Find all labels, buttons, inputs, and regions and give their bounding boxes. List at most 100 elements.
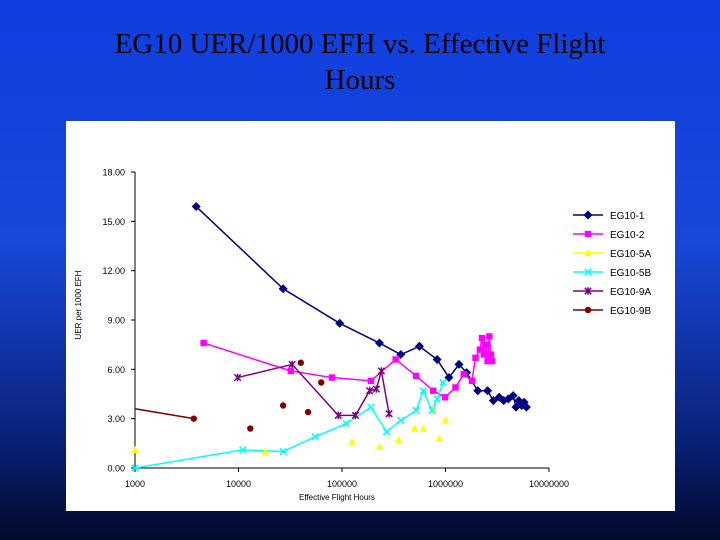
data-point-eg10-2	[367, 377, 375, 385]
data-point-eg10-5b	[439, 378, 447, 387]
data-point-eg10-9b	[304, 408, 312, 416]
x-tick-label: 10000000	[529, 479, 569, 489]
legend-marker-eg10-5b	[584, 268, 592, 276]
x-tick-label: 1000	[125, 479, 145, 489]
data-point-eg10-5a	[441, 416, 450, 424]
data-point-eg10-9b	[279, 402, 287, 409]
data-point-eg10-2	[488, 357, 495, 365]
data-point-eg10-2	[460, 371, 467, 378]
y-tick-label: 0.00	[107, 464, 125, 474]
data-point-eg10-5b	[397, 416, 405, 425]
legend-marker-eg10-5a	[584, 249, 592, 257]
data-point-eg10-5b	[433, 395, 441, 403]
y-tick-label: 12.00	[102, 266, 125, 276]
data-point-eg10-9b	[297, 359, 305, 366]
data-point-eg10-5a	[375, 442, 384, 450]
data-point-eg10-5b	[342, 419, 351, 428]
data-point-eg10-5a	[410, 424, 419, 432]
data-point-eg10-1	[508, 391, 518, 401]
legend-marker-eg10-1	[583, 210, 593, 220]
data-point-eg10-2	[441, 394, 449, 401]
data-point-eg10-5b	[367, 403, 375, 411]
data-point-eg10-5a	[419, 424, 427, 432]
data-point-eg10-5b	[419, 386, 428, 395]
y-tick-label: 15.00	[102, 217, 125, 227]
data-point-eg10-2	[478, 334, 486, 342]
data-point-eg10-1	[454, 359, 464, 369]
data-point-eg10-9a	[385, 410, 393, 418]
data-point-eg10-2	[468, 377, 476, 385]
data-point-eg10-5b	[428, 406, 436, 415]
data-point-eg10-9a	[351, 411, 360, 420]
series-line-eg10-5b	[134, 382, 444, 469]
data-point-eg10-2	[452, 384, 459, 391]
legend-marker-eg10-9b	[584, 306, 592, 314]
data-point-eg10-5a	[435, 434, 443, 442]
data-point-eg10-1	[374, 338, 384, 348]
data-point-eg10-2	[412, 372, 420, 380]
legend-label-eg10-5b: EG10-5B	[610, 268, 651, 279]
data-point-eg10-1	[444, 373, 454, 383]
data-point-eg10-9a	[233, 373, 242, 382]
data-point-eg10-5b	[239, 446, 247, 454]
data-point-eg10-9b	[318, 379, 325, 386]
data-point-eg10-1	[278, 284, 288, 294]
data-point-eg10-1	[414, 341, 424, 351]
series-line-eg10-2	[203, 336, 493, 399]
y-axis-title: UER per 1000 EFH	[74, 270, 83, 339]
data-point-eg10-1	[483, 386, 493, 396]
data-point-eg10-9a	[334, 411, 342, 420]
series-group-eg10-2	[200, 333, 495, 401]
data-point-eg10-2	[200, 339, 207, 347]
data-point-eg10-1	[396, 350, 406, 360]
legend-label-eg10-9a: EG10-9A	[610, 287, 651, 298]
data-point-eg10-2	[392, 356, 399, 363]
data-point-eg10-1	[432, 354, 442, 364]
slide-title-line-1: EG10 UER/1000 EFH vs. Effective Flight	[114, 28, 606, 60]
legend-label-eg10-2: EG10-2	[610, 230, 645, 241]
legend-label-eg10-9b: EG10-9B	[610, 306, 651, 317]
legend-marker-eg10-9a	[584, 287, 592, 295]
data-point-eg10-1	[191, 202, 201, 212]
legend-label-eg10-5a: EG10-5A	[610, 249, 651, 260]
data-point-eg10-5a	[261, 447, 269, 455]
series-group-eg10-9a	[233, 360, 393, 420]
data-point-eg10-5a	[394, 436, 403, 444]
data-point-eg10-2	[486, 333, 493, 340]
data-point-eg10-9a	[288, 360, 296, 369]
data-point-eg10-5a	[131, 445, 139, 454]
slide-title: EG10 UER/1000 EFH vs. Effective Flight H…	[60, 26, 660, 98]
series-group-eg10-9b	[190, 359, 325, 432]
data-point-eg10-5a	[348, 437, 356, 445]
data-point-eg10-2	[480, 351, 488, 358]
data-point-eg10-9a	[377, 367, 386, 375]
y-tick-label: 18.00	[102, 168, 125, 178]
chart-svg: 0.00 3.00 6.00 9.00 12.00 15.00 18.00 1000 10000…	[74, 168, 651, 503]
data-point-eg10-2	[476, 346, 484, 353]
data-point-eg10-1	[521, 402, 531, 412]
x-axis-title: Effective Flight Hours	[299, 493, 375, 502]
series-line-eg10-9a	[237, 363, 390, 417]
chart-panel: 0.00 3.00 6.00 9.00 12.00 15.00 18.00 1000 10000…	[66, 121, 675, 511]
series-extra-line	[134, 408, 194, 420]
data-point-eg10-5b	[412, 406, 420, 415]
data-point-eg10-2	[429, 387, 437, 394]
series-line-eg10-1	[195, 205, 528, 410]
data-point-eg10-1	[494, 392, 504, 402]
data-point-eg10-2	[472, 354, 479, 362]
data-point-eg10-1	[473, 386, 483, 396]
data-point-eg10-9a	[365, 386, 374, 395]
data-point-eg10-9b	[190, 415, 198, 422]
y-tick-label: 3.00	[107, 414, 125, 424]
data-point-eg10-5b	[131, 464, 139, 472]
data-point-eg10-2	[482, 341, 489, 348]
data-point-eg10-2	[487, 351, 495, 358]
data-point-eg10-2	[328, 374, 336, 381]
data-point-eg10-5b	[382, 428, 391, 436]
legend-label-eg10-1: EG10-1	[610, 211, 645, 222]
y-tick-label: 6.00	[107, 365, 125, 375]
data-point-eg10-5b	[311, 432, 319, 441]
data-point-eg10-9b	[247, 425, 254, 432]
data-point-eg10-1	[335, 318, 345, 328]
x-tick-label: 1000000	[428, 479, 463, 489]
